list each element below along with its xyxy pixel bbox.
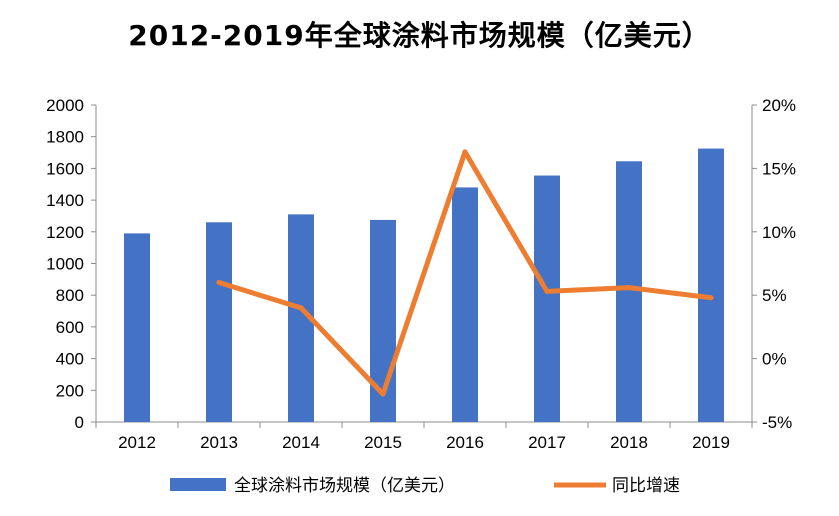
growth-point [298,305,304,311]
left-tick-label: 1200 [46,223,84,242]
legend-bar-label: 全球涂料市场规模（亿美元） [234,476,455,496]
x-tick-label: 2012 [118,433,156,452]
x-tick-label: 2016 [446,433,484,452]
x-tick-label: 2018 [610,433,648,452]
growth-point [462,149,468,155]
left-tick-label: 1400 [46,191,84,210]
growth-point [626,285,632,291]
left-tick-label: 800 [56,286,84,305]
bar [698,148,724,422]
bar [534,175,560,422]
x-tick-label: 2013 [200,433,238,452]
x-tick-label: 2014 [282,433,320,452]
left-tick-label: 600 [56,318,84,337]
left-tick-label: 2000 [46,96,84,115]
right-tick-label: -5% [762,413,792,432]
bar [124,233,150,422]
bar [616,161,642,422]
right-tick-label: 0% [762,350,787,369]
left-tick-label: 1600 [46,159,84,178]
bar [452,187,478,422]
x-tick-label: 2015 [364,433,402,452]
right-tick-label: 10% [762,223,796,242]
legend-bar-swatch [170,478,226,491]
legend-line-label: 同比增速 [612,476,680,496]
left-tick-label: 0 [75,413,84,432]
growth-point [216,280,222,286]
chart-title: 2012-2019年全球涂料市场规模（亿美元） [128,19,711,52]
growth-point [708,295,714,301]
left-tick-label: 400 [56,350,84,369]
right-tick-label: 5% [762,286,787,305]
right-tick-label: 20% [762,96,796,115]
left-tick-label: 1800 [46,128,84,147]
x-tick-label: 2019 [692,433,730,452]
left-tick-label: 200 [56,381,84,400]
left-tick-label: 1000 [46,255,84,274]
bar [206,222,232,422]
growth-point [380,391,386,397]
right-tick-label: 15% [762,159,796,178]
x-tick-label: 2017 [528,433,566,452]
growth-point [544,288,550,294]
